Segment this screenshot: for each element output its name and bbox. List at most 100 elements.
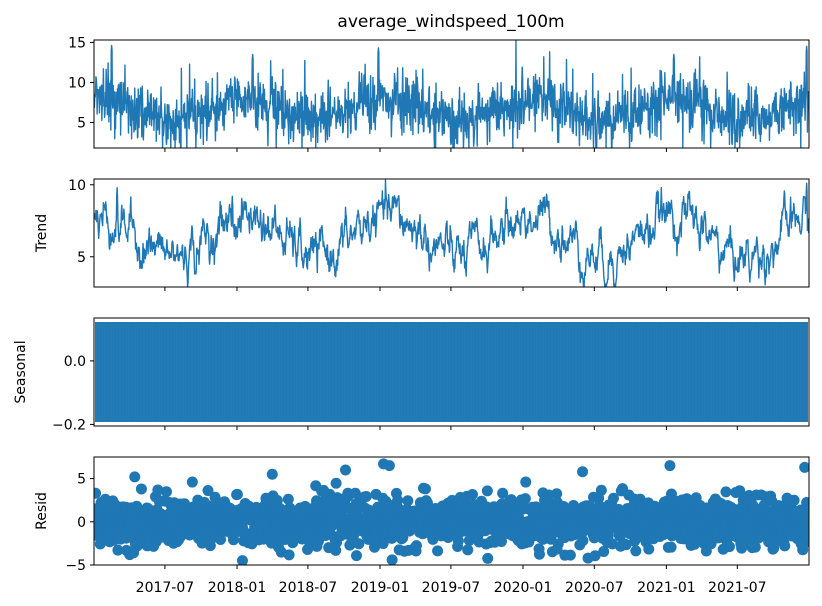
resid-outlier [799, 461, 809, 473]
resid-point [462, 544, 474, 556]
resid-point [452, 535, 464, 547]
resid-outlier [386, 554, 398, 565]
resid-outlier [383, 460, 395, 472]
resid-point [482, 552, 494, 564]
x-tick-label: 2018-07 [279, 580, 338, 596]
seasonal-band [95, 322, 808, 422]
resid-point [779, 540, 791, 552]
resid-point [520, 476, 532, 488]
seasonal-series [95, 322, 808, 422]
resid-point [135, 483, 147, 495]
y-tick-label: 15 [68, 35, 86, 51]
trend-axes-frame [93, 178, 810, 288]
trend-line [94, 179, 809, 287]
resid-point [588, 532, 600, 544]
resid-point [231, 488, 243, 500]
resid-point [803, 532, 809, 544]
x-tick-label: 2021-07 [708, 580, 767, 596]
observed-axes-frame [93, 39, 810, 149]
x-tick-label: 2019-01 [351, 580, 410, 596]
y-tick-label: −0.2 [52, 417, 86, 433]
resid-axes-frame [93, 456, 810, 566]
resid-point [152, 484, 164, 496]
resid-point [350, 550, 362, 562]
seasonal-x-ticks [164, 426, 738, 430]
resid-point [402, 495, 414, 507]
observed-series [94, 40, 809, 148]
resid-point [497, 487, 509, 499]
y-tick-label: 10 [68, 75, 86, 91]
resid-y-ticks: −5 0 5 [65, 472, 94, 574]
resid-point [282, 493, 294, 505]
resid-point [720, 486, 732, 498]
resid-point [551, 488, 563, 500]
panel-observed: 5 10 15 [68, 35, 810, 152]
resid-point [209, 491, 221, 503]
resid-point [94, 538, 106, 550]
resid-point [577, 535, 589, 547]
observed-x-ticks [164, 148, 738, 152]
resid-point [466, 488, 478, 500]
resid-ylabel: Resid [34, 492, 50, 530]
y-tick-label: 5 [77, 472, 86, 488]
trend-y-ticks: 5 10 [68, 178, 94, 266]
panel-seasonal: −0.2 0.0 Seasonal [13, 317, 810, 433]
resid-outlier [266, 468, 278, 480]
x-tick-label: 2020-07 [565, 580, 624, 596]
resid-outlier [577, 466, 589, 478]
y-tick-label: 0.0 [64, 354, 86, 370]
x-tick-label: 2017-07 [136, 580, 195, 596]
resid-point [160, 486, 172, 498]
y-tick-label: −5 [65, 558, 86, 574]
resid-point [598, 546, 610, 558]
seasonal-ylabel: Seasonal [13, 340, 29, 403]
resid-point [643, 543, 655, 555]
resid-point [564, 549, 576, 561]
resid-series [94, 458, 809, 565]
observed-line [94, 40, 809, 148]
resid-point [788, 494, 800, 506]
seasonal-y-ticks: −0.2 0.0 [52, 354, 94, 433]
resid-point [330, 477, 342, 489]
resid-point [533, 548, 545, 560]
y-tick-label: 10 [68, 178, 86, 194]
resid-point [519, 493, 531, 505]
resid-point [202, 485, 214, 497]
resid-point [595, 484, 607, 496]
resid-point [682, 494, 694, 506]
x-tick-label: 2020-01 [494, 580, 553, 596]
resid-point [665, 541, 677, 553]
x-tick-label: 2021-01 [637, 580, 696, 596]
resid-x-ticks: 2017-07 2018-01 2018-07 2019-01 2019-07 2020-… [136, 565, 767, 596]
resid-point [723, 541, 735, 553]
trend-x-ticks [164, 287, 738, 291]
trend-series [94, 179, 809, 287]
resid-point [481, 485, 493, 497]
chart-title: average_windspeed_100m [337, 12, 564, 32]
resid-outlier [582, 552, 594, 564]
x-tick-label: 2019-07 [422, 580, 481, 596]
resid-outlier [129, 471, 141, 483]
y-tick-label: 5 [77, 115, 86, 131]
resid-point [215, 534, 227, 546]
resid-point [112, 544, 124, 556]
resid-point [620, 539, 632, 551]
resid-point [360, 491, 372, 503]
y-tick-label: 5 [77, 250, 86, 266]
resid-point [432, 545, 444, 557]
resid-point [734, 485, 746, 497]
resid-point [803, 502, 809, 514]
panel-trend: 5 10 Trend [34, 178, 810, 291]
resid-point [392, 494, 404, 506]
seasonal-axes-frame [93, 317, 810, 427]
resid-point [186, 476, 198, 488]
x-tick-label: 2018-01 [208, 580, 267, 596]
resid-point [410, 540, 422, 552]
resid-outlier [236, 555, 248, 565]
resid-point [749, 541, 761, 553]
resid-point [353, 538, 365, 550]
resid-outlier [664, 460, 676, 472]
trend-ylabel: Trend [34, 214, 50, 253]
resid-point [204, 540, 216, 552]
